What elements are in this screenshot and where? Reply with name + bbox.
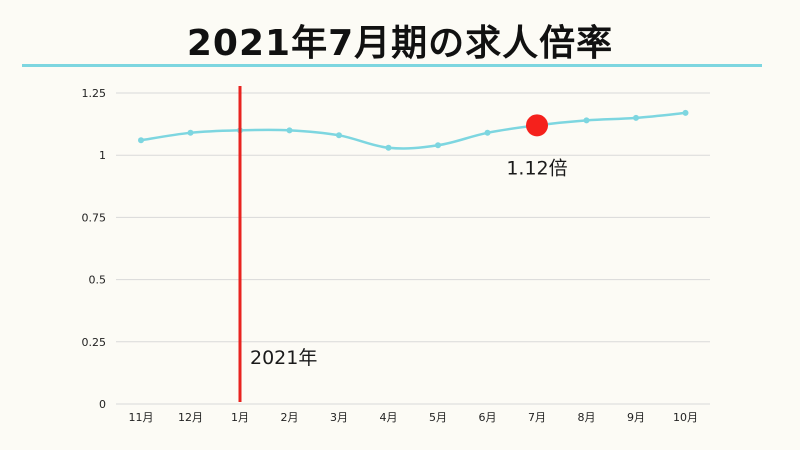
year-marker-label: 2021年 <box>250 347 317 369</box>
y-axis-tick-labels: 0 0.25 0.5 0.75 1 1.25 <box>82 87 107 411</box>
data-point <box>633 114 639 121</box>
data-point <box>583 117 590 124</box>
data-point <box>187 129 194 136</box>
x-tick-label: 5月 <box>429 411 447 424</box>
x-tick-label: 11月 <box>129 411 154 424</box>
x-tick-label: 1月 <box>231 411 249 424</box>
series-line <box>140 111 686 150</box>
y-tick-label: 0.5 <box>89 274 107 287</box>
data-point <box>138 137 144 144</box>
x-tick-label: 10月 <box>673 411 698 424</box>
highlight-point <box>526 114 548 137</box>
y-tick-label: 0 <box>99 398 106 411</box>
data-point <box>435 142 441 149</box>
x-tick-label: 9月 <box>627 411 645 424</box>
highlight-label: 1.12倍 <box>506 157 567 179</box>
y-tick-label: 0.75 <box>82 211 107 224</box>
series-line-group <box>140 111 686 150</box>
x-axis-tick-labels: 11月 12月 1月 2月 3月 4月 5月 6月 7月 8月 9月 10月 <box>129 411 699 424</box>
annotations: 2021年 1.12倍 <box>238 86 568 402</box>
x-tick-label: 3月 <box>330 411 348 424</box>
x-tick-label: 2月 <box>281 411 299 424</box>
y-tick-label: 1 <box>99 149 106 162</box>
data-point <box>336 132 342 139</box>
grid-lines <box>116 92 710 405</box>
data-point <box>286 127 293 134</box>
data-point <box>385 144 392 151</box>
y-tick-label: 1.25 <box>82 87 107 100</box>
data-point <box>682 109 689 116</box>
title-underline <box>22 64 762 67</box>
y-tick-label: 0.25 <box>82 336 107 349</box>
x-tick-label: 4月 <box>380 411 398 424</box>
x-tick-label: 8月 <box>578 411 596 424</box>
x-tick-label: 12月 <box>178 411 203 424</box>
page-title: 2021年7月期の求人倍率 <box>186 23 614 64</box>
x-tick-label: 6月 <box>479 411 497 424</box>
x-tick-label: 7月 <box>528 411 546 424</box>
data-point <box>484 129 491 136</box>
